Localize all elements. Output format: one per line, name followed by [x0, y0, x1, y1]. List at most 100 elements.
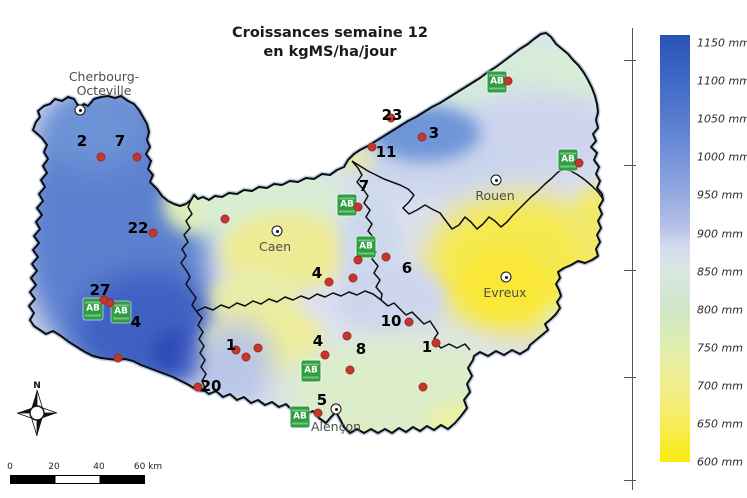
growth-value: 27 [89, 281, 111, 299]
scale-bar-label: 60 km [133, 462, 163, 472]
ab-logo-topline [358, 239, 374, 242]
farm-location-dot [345, 365, 355, 375]
farm-location-dot [105, 298, 115, 308]
city-label-line: Octeville [76, 83, 132, 98]
city-label: Rouen [475, 189, 514, 203]
city-marker-icon [74, 104, 86, 116]
legend-axis-line [632, 28, 633, 490]
ab-logo-text: AB [304, 365, 318, 376]
city-label: Alençon [311, 420, 361, 434]
coastline [28, 32, 604, 434]
ab-organic-logo-icon: AB [337, 194, 357, 216]
scale-bar-label: 20 [48, 462, 60, 472]
farm-location-dot [503, 76, 513, 86]
growth-value: 11 [375, 143, 397, 161]
farm-location-dot [418, 382, 428, 392]
farm-location-dot [324, 277, 334, 287]
border-calvados-orne [196, 290, 382, 312]
growth-value: 20 [200, 377, 222, 395]
ab-logo-topline [339, 197, 355, 200]
ab-logo-text: AB [561, 154, 575, 165]
legend-label: 800 mm [697, 303, 743, 317]
city-label-line: Cherbourg- [68, 69, 140, 84]
ab-logo-text: AB [114, 306, 128, 317]
growth-value: 4 [130, 313, 142, 331]
ab-logo-text: AB [293, 411, 307, 422]
farm-location-dot [241, 352, 251, 362]
ab-organic-logo-icon: AB [290, 406, 310, 428]
scale-bar-label: 0 [7, 462, 13, 472]
legend-label: 1150 mm [697, 36, 747, 50]
farm-location-dot [574, 158, 584, 168]
growth-value: 5 [316, 391, 328, 409]
ab-logo-bottomline [303, 376, 319, 379]
ab-organic-logo-icon: AB [111, 301, 131, 323]
legend-tick [624, 270, 636, 271]
legend-tick [624, 377, 636, 378]
ab-organic-logo-icon: AB [301, 360, 321, 382]
ab-organic-logo-icon: AB [356, 236, 376, 258]
farm-location-dot [381, 252, 391, 262]
border-seine [351, 160, 604, 230]
city-label: Caen [259, 240, 291, 254]
farm-location-dot [348, 273, 358, 283]
growth-value: 7 [114, 132, 126, 150]
legend-label: 1100 mm [697, 74, 747, 88]
farm-location-dot [431, 338, 441, 348]
city-label-line: Caen [258, 239, 292, 254]
ab-logo-topline [560, 152, 576, 155]
farm-location-dot [367, 142, 377, 152]
city-label-line: Evreux [483, 285, 527, 300]
city-marker-icon [490, 174, 502, 186]
scale-bar [10, 475, 145, 484]
legend-tick [624, 60, 636, 61]
ab-logo-topline [292, 409, 308, 412]
ab-logo-bottomline [113, 317, 129, 320]
farm-location-dot [320, 350, 330, 360]
border-orne-eure [380, 299, 471, 351]
city-label: Cherbourg- Octeville [69, 70, 139, 98]
map-title-line2: en kgMS/ha/jour [263, 44, 397, 60]
ab-logo-bottomline [292, 422, 308, 425]
scale-bar-label: 40 [93, 462, 105, 472]
legend-label: 600 mm [697, 455, 743, 469]
legend-label: 750 mm [697, 341, 743, 355]
city-label-line: Alençon [310, 419, 362, 434]
growth-value: 23 [381, 106, 403, 124]
ab-organic-logo-icon: AB [83, 298, 103, 320]
ab-logo-bottomline [358, 252, 374, 255]
legend-label: 700 mm [697, 379, 743, 393]
ab-logo-bottomline [339, 210, 355, 213]
farm-location-dot [353, 202, 363, 212]
growth-value: 6 [401, 259, 413, 277]
ab-logo-text: AB [490, 76, 504, 87]
ab-logo-text: AB [86, 303, 100, 314]
ab-logo-text: AB [359, 241, 373, 252]
growth-value: 4 [312, 332, 324, 350]
ab-logo-topline [113, 304, 129, 307]
growth-value: 3 [428, 124, 440, 142]
map-title-line1: Croissances semaine 12 [232, 25, 428, 41]
border-manche [180, 199, 207, 391]
legend-label: 900 mm [697, 227, 743, 240]
farm-location-dot [313, 408, 323, 418]
compass-north-label: N [33, 381, 41, 391]
ab-organic-logo-icon: AB [558, 149, 578, 171]
growth-value: 4 [311, 264, 323, 282]
compass-rose: N [16, 381, 58, 437]
legend-color-scale [660, 35, 690, 462]
farm-location-dot [253, 343, 263, 353]
legend-label: 1000 mm [697, 150, 747, 164]
growth-value: 10 [380, 312, 402, 330]
farm-location-dot [132, 152, 142, 162]
growth-value: 8 [355, 340, 367, 358]
farm-location-dot [113, 353, 123, 363]
ab-logo-bottomline [489, 87, 505, 90]
ab-logo-bottomline [560, 165, 576, 168]
farm-location-dot [386, 113, 396, 123]
farm-location-dot [193, 382, 203, 392]
legend-label: 850 mm [697, 265, 743, 279]
legend-label: 650 mm [697, 417, 743, 431]
